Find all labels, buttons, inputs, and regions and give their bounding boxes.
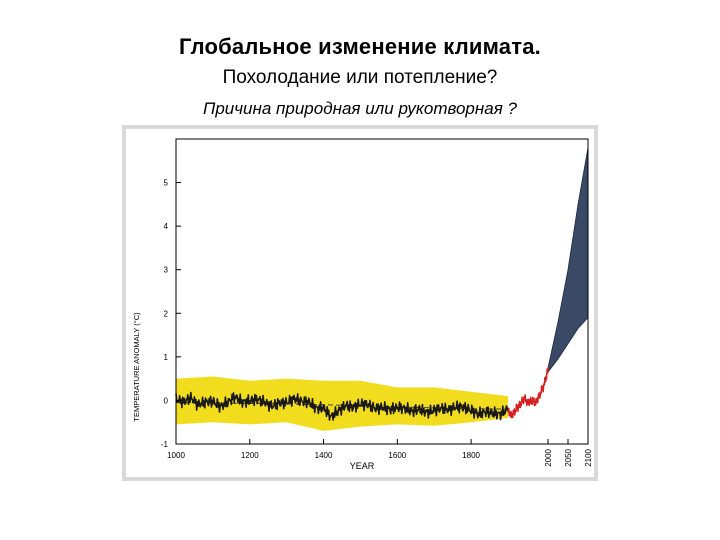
instrumental-layer bbox=[507, 367, 549, 419]
x-tick-label: 1400 bbox=[315, 451, 333, 460]
axes-layer: -1 0 1 2 3 4 5 1000 1200 1400 1600 1800 2000 2050 2100 bbox=[161, 138, 593, 467]
projection-range bbox=[547, 147, 589, 374]
page-subtitle: Похолодание или потепление? bbox=[222, 67, 498, 88]
plot-area-border bbox=[175, 138, 589, 445]
y-tick-label: 0 bbox=[164, 396, 169, 405]
x-tick-label-rotated: 2050 bbox=[564, 448, 573, 466]
y-tick-label: 2 bbox=[164, 309, 169, 318]
x-tick-label: 1800 bbox=[462, 451, 480, 460]
x-tick-label: 1200 bbox=[241, 451, 259, 460]
y-tick-label: -1 bbox=[161, 440, 169, 449]
instrumental-line bbox=[507, 367, 549, 419]
reconstruction-layer bbox=[175, 391, 509, 421]
x-tick-label: 1000 bbox=[167, 451, 185, 460]
y-axis-label: TEMPERATURE ANOMALY (°C) bbox=[132, 312, 141, 422]
x-tick-label-rotated: 2100 bbox=[584, 448, 593, 466]
y-tick-label: 1 bbox=[164, 353, 169, 362]
y-tick-label: 5 bbox=[164, 179, 169, 188]
temperature-chart: -1 0 1 2 3 4 5 1000 1200 1400 1600 1800 2000 2050 2100… bbox=[126, 129, 594, 477]
y-tick-label: 3 bbox=[164, 266, 169, 275]
x-tick-label-rotated: 2000 bbox=[544, 448, 553, 466]
reconstruction-line bbox=[175, 391, 509, 421]
y-tick-label: 4 bbox=[164, 222, 169, 231]
page-question: Причина природная или рукотворная ? bbox=[203, 99, 517, 118]
x-tick-label: 1600 bbox=[388, 451, 406, 460]
page-title: Глобальное изменение климата. bbox=[179, 34, 541, 59]
projection-layer bbox=[547, 147, 589, 374]
uncertainty-band bbox=[176, 376, 508, 431]
uncertainty-band-layer bbox=[176, 376, 508, 431]
x-axis-label: YEAR bbox=[350, 461, 375, 471]
chart-svg: -1 0 1 2 3 4 5 1000 1200 1400 1600 1800 2000 2050 2100… bbox=[132, 138, 593, 471]
